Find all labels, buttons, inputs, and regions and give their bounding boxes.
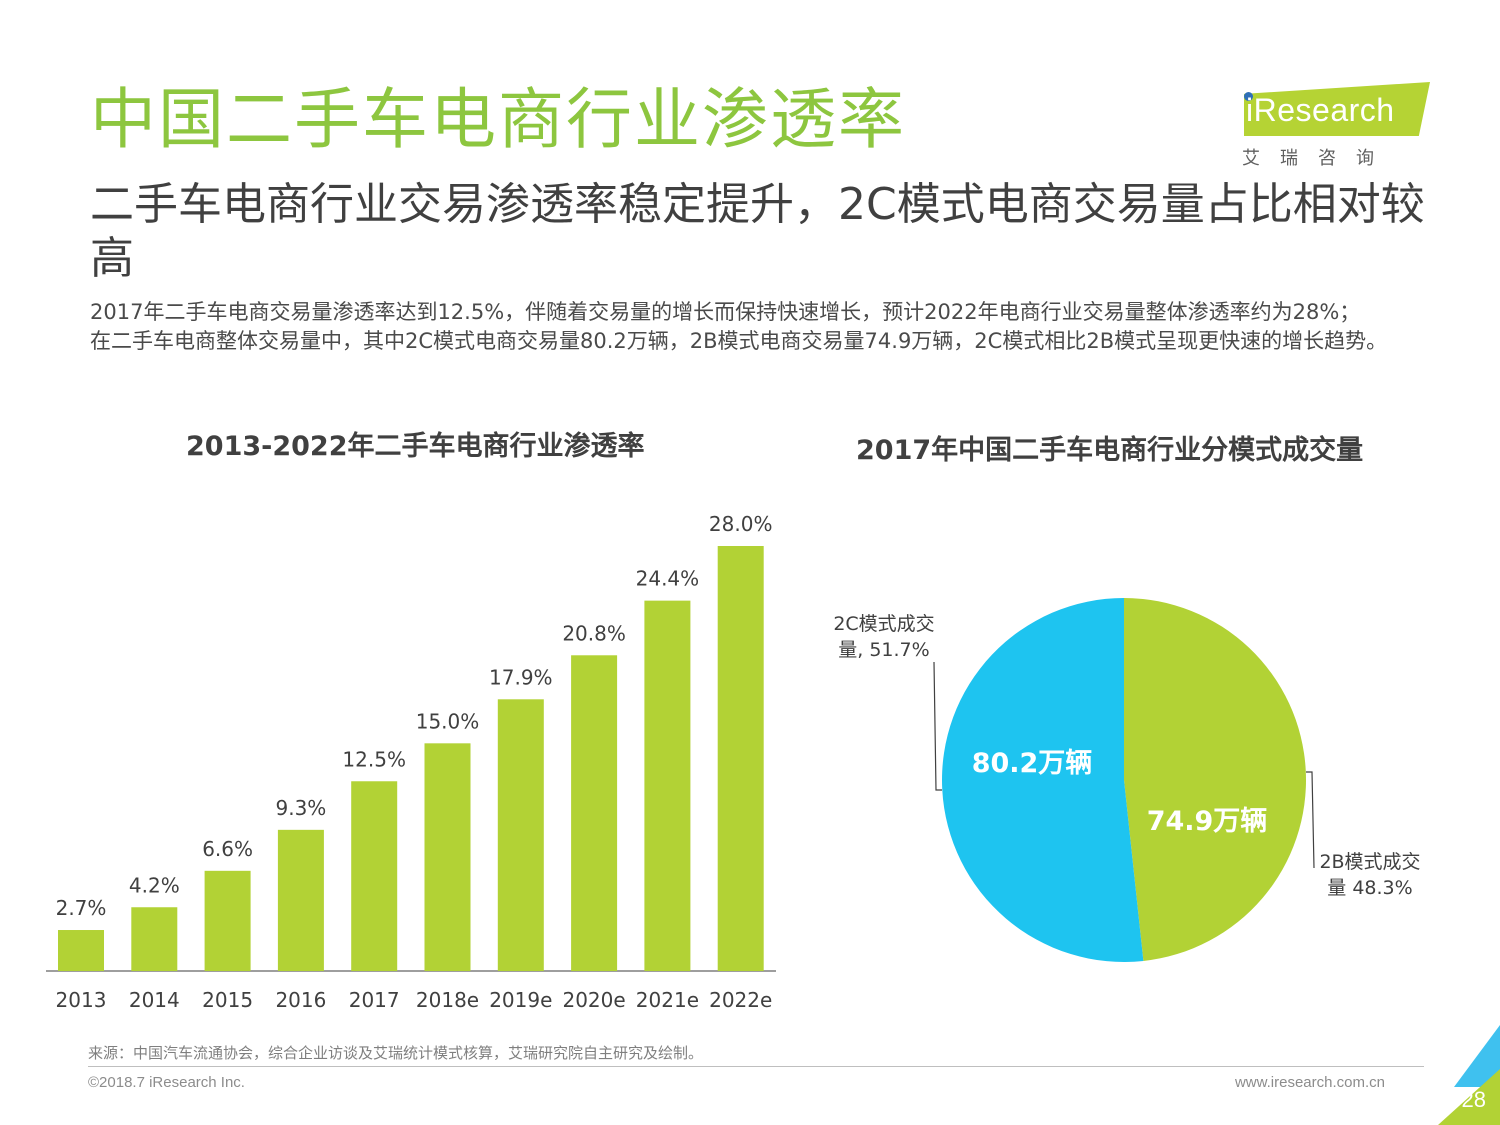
bar — [571, 655, 618, 971]
bar-data-label: 17.9% — [489, 665, 553, 689]
bar-data-label: 15.0% — [416, 709, 480, 733]
x-tick-label: 2013 — [56, 988, 107, 1012]
bar — [131, 907, 178, 971]
copyright: ©2018.7 iResearch Inc. — [88, 1074, 245, 1091]
x-tick-label: 2014 — [129, 988, 180, 1012]
footer-divider — [88, 1066, 1424, 1067]
pie-slice — [1124, 598, 1307, 961]
summary-paragraph-2: 在二手车电商整体交易量中，其中2C模式电商交易量80.2万辆，2B模式电商交易量… — [90, 329, 1388, 353]
x-tick-label: 2016 — [275, 988, 326, 1012]
page-title: 中国二手车电商行业渗透率 — [90, 81, 906, 158]
bar-data-label: 4.2% — [129, 873, 180, 897]
pie-outer-label-line2: 量, 51.7% — [838, 639, 929, 661]
pie-outer-label-line1: 2B模式成交 — [1319, 851, 1420, 873]
x-tick-label: 2015 — [202, 988, 253, 1012]
bar — [277, 829, 324, 971]
pie-leader-line — [933, 661, 942, 791]
x-tick-label: 2021e — [636, 988, 699, 1012]
pie-chart-title: 2017年中国二手车电商行业分模式成交量 — [856, 435, 1364, 466]
bar — [497, 699, 544, 971]
pie-outer-label-line1: 2C模式成交 — [833, 613, 934, 635]
summary-paragraph-1: 2017年二手车电商交易量渗透率达到12.5%，伴随着交易量的增长而保持快速增长… — [90, 300, 1361, 324]
bar-data-label: 28.0% — [709, 512, 773, 536]
summary-text: 2017年二手车电商交易量渗透率达到12.5%，伴随着交易量的增长而保持快速增长… — [90, 298, 1430, 356]
pie-inner-label: 74.9万辆 — [1147, 806, 1268, 837]
bar — [351, 781, 398, 971]
x-tick-label: 2018e — [416, 988, 479, 1012]
bar-data-label: 12.5% — [342, 747, 406, 771]
x-tick-label: 2022e — [709, 988, 772, 1012]
pie-outer-label-line2: 量 48.3% — [1327, 877, 1412, 899]
x-tick-label: 2017 — [349, 988, 400, 1012]
logo-text: iResearch — [1246, 92, 1395, 128]
bar-data-label: 6.6% — [202, 837, 253, 861]
bar — [424, 743, 471, 971]
bar — [644, 600, 691, 971]
bar-chart-title: 2013-2022年二手车电商行业渗透率 — [186, 431, 645, 462]
x-tick-label: 2019e — [489, 988, 552, 1012]
iresearch-logo: iResearch 艾瑞咨询 — [1236, 78, 1430, 170]
corner-decoration — [1438, 1025, 1500, 1125]
logo-dot-icon — [1244, 92, 1253, 101]
bar-data-label: 20.8% — [562, 621, 626, 645]
pie-slice — [942, 598, 1144, 962]
bar — [717, 546, 764, 971]
bar — [204, 870, 251, 971]
bar-data-label: 9.3% — [275, 796, 326, 820]
x-tick-label: 2020e — [562, 988, 625, 1012]
website-link[interactable]: www.iresearch.com.cn — [1234, 1074, 1385, 1091]
logo-chinese-name: 艾瑞咨询 — [1242, 148, 1394, 169]
page-number: 28 — [1461, 1087, 1486, 1112]
bar — [58, 930, 104, 971]
pie-leader-line — [1306, 771, 1315, 869]
page-subtitle: 二手车电商行业交易渗透率稳定提升，2C模式电商交易量占比相对较高 — [90, 179, 1425, 284]
pie-inner-label: 80.2万辆 — [972, 748, 1093, 779]
bar-data-label: 24.4% — [636, 567, 700, 591]
source-note: 来源：中国汽车流通协会，综合企业访谈及艾瑞统计模式核算，艾瑞研究院自主研究及绘制… — [88, 1044, 704, 1062]
bar-data-label: 2.7% — [56, 896, 107, 920]
